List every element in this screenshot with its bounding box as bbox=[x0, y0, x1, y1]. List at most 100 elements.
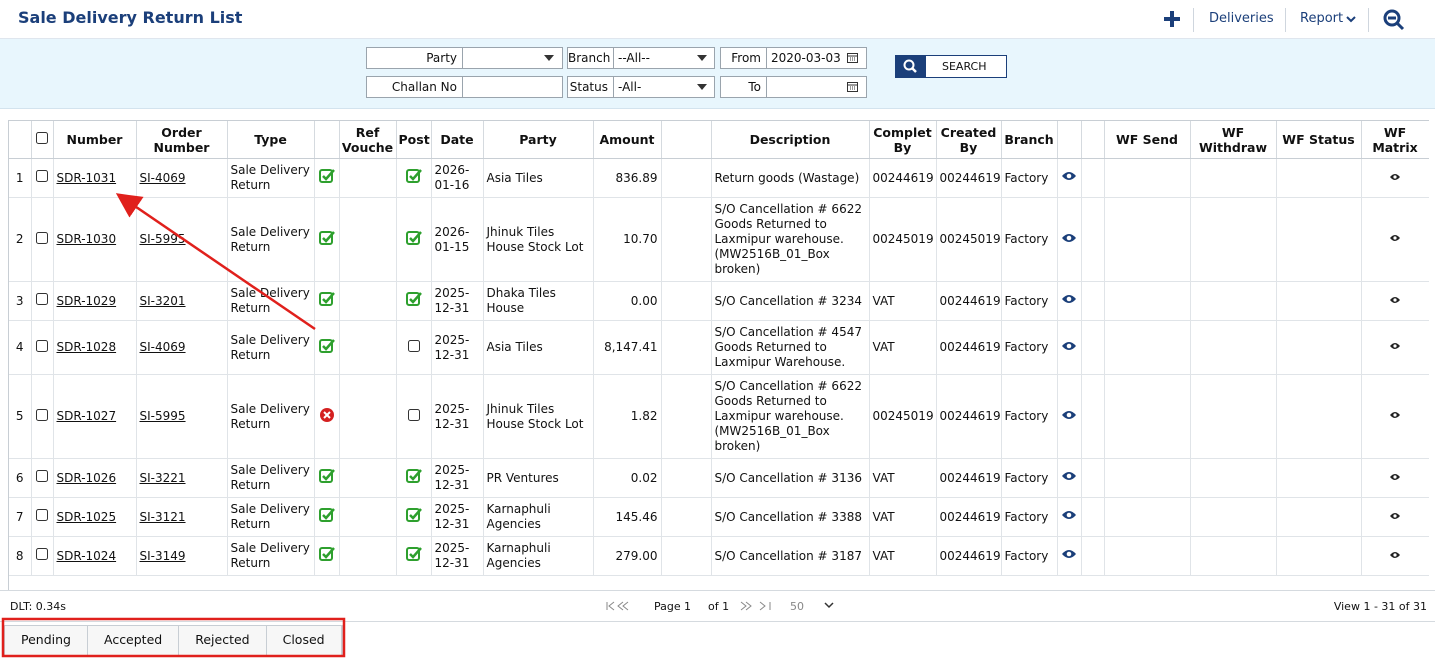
record-link[interactable]: SDR-1027 bbox=[57, 409, 117, 423]
page-input[interactable]: 1 bbox=[684, 600, 691, 613]
data-table: Number Order Number Type Ref Vouche Post… bbox=[9, 121, 1429, 576]
type-cell: Sale Delivery Return bbox=[227, 537, 314, 576]
matrix-icon[interactable] bbox=[1389, 472, 1401, 482]
header-cell[interactable]: WF Matrix bbox=[1361, 121, 1429, 159]
deliveries-link[interactable]: Deliveries bbox=[1209, 11, 1274, 26]
type-cell: Sale Delivery Return bbox=[227, 375, 314, 459]
header-cell[interactable]: Date bbox=[431, 121, 483, 159]
record-link[interactable]: SDR-1025 bbox=[57, 510, 117, 524]
header-cell[interactable]: WF Status bbox=[1276, 121, 1361, 159]
ui-part bbox=[1393, 175, 1396, 178]
zoom-out-button[interactable] bbox=[1383, 9, 1405, 31]
status-tab[interactable]: Rejected bbox=[179, 626, 266, 655]
calendar-icon[interactable] bbox=[847, 81, 858, 92]
header-cell[interactable]: Order Number bbox=[136, 121, 227, 159]
cell bbox=[1057, 537, 1081, 576]
checkbox[interactable] bbox=[36, 232, 48, 244]
status-tab[interactable]: Pending bbox=[5, 626, 88, 655]
checkbox[interactable] bbox=[408, 340, 420, 352]
cell bbox=[1081, 498, 1104, 537]
record-link[interactable]: SDR-1029 bbox=[57, 294, 117, 308]
ui-part bbox=[1067, 513, 1072, 518]
cell bbox=[1190, 159, 1276, 198]
status-tab[interactable]: Closed bbox=[267, 626, 342, 655]
header-cell[interactable]: Created By bbox=[936, 121, 1001, 159]
view-icon[interactable] bbox=[1061, 548, 1077, 560]
header-cell[interactable]: Branch bbox=[1001, 121, 1057, 159]
amount-cell: 145.46 bbox=[593, 498, 661, 537]
checkbox[interactable] bbox=[36, 409, 48, 421]
record-link[interactable]: SDR-1030 bbox=[57, 232, 117, 246]
add-button[interactable] bbox=[1163, 10, 1181, 28]
status-tab[interactable]: Accepted bbox=[88, 626, 179, 655]
checkbox[interactable] bbox=[36, 340, 48, 352]
header-cell[interactable]: Complet By bbox=[869, 121, 936, 159]
report-menu[interactable]: Report bbox=[1300, 11, 1343, 26]
header-cell[interactable]: Amount bbox=[593, 121, 661, 159]
search-button[interactable]: SEARCH bbox=[895, 55, 1007, 78]
calendar-icon[interactable] bbox=[847, 52, 858, 63]
view-icon[interactable] bbox=[1061, 409, 1077, 421]
description-cell: S/O Cancellation # 6622 Goods Returned t… bbox=[711, 198, 869, 282]
checkbox[interactable] bbox=[36, 170, 48, 182]
view-icon[interactable] bbox=[1061, 232, 1077, 244]
record-link[interactable]: SDR-1024 bbox=[57, 549, 117, 563]
view-icon[interactable] bbox=[1061, 470, 1077, 482]
cell bbox=[314, 198, 339, 282]
checkbox[interactable] bbox=[36, 548, 48, 560]
matrix-icon[interactable] bbox=[1389, 341, 1401, 351]
checkbox[interactable] bbox=[36, 470, 48, 482]
checkbox[interactable] bbox=[36, 293, 48, 305]
cell bbox=[31, 321, 53, 375]
matrix-icon[interactable] bbox=[1389, 172, 1401, 182]
record-link[interactable]: SDR-1028 bbox=[57, 340, 117, 354]
cell bbox=[1361, 282, 1429, 321]
page-size[interactable]: 50 bbox=[790, 600, 804, 613]
header-cell[interactable]: Post bbox=[396, 121, 431, 159]
cell bbox=[1081, 321, 1104, 375]
cell bbox=[396, 198, 431, 282]
ui-part bbox=[825, 603, 833, 607]
order-link[interactable]: SI-3221 bbox=[140, 471, 186, 485]
header-cell[interactable]: Party bbox=[483, 121, 593, 159]
check-icon bbox=[319, 338, 335, 354]
order-link[interactable]: SI-3121 bbox=[140, 510, 186, 524]
cell bbox=[31, 198, 53, 282]
challan-input[interactable] bbox=[462, 76, 563, 98]
checkbox[interactable] bbox=[408, 409, 420, 421]
checkbox[interactable] bbox=[36, 132, 48, 144]
header-cell[interactable]: WF Send bbox=[1104, 121, 1190, 159]
filter-label: Party bbox=[366, 47, 463, 69]
header-cell[interactable]: Number bbox=[53, 121, 136, 159]
view-icon[interactable] bbox=[1061, 293, 1077, 305]
view-icon[interactable] bbox=[1061, 170, 1077, 182]
header-cell[interactable]: Description bbox=[711, 121, 869, 159]
header-cell[interactable]: WF Withdraw bbox=[1190, 121, 1276, 159]
header-cell[interactable]: Type bbox=[227, 121, 314, 159]
matrix-icon[interactable] bbox=[1389, 410, 1401, 420]
order-link[interactable]: SI-5995 bbox=[140, 232, 186, 246]
order-link[interactable]: SI-3201 bbox=[140, 294, 186, 308]
record-link[interactable]: SDR-1031 bbox=[57, 171, 117, 185]
cell bbox=[1104, 198, 1190, 282]
description-cell: S/O Cancellation # 3234 bbox=[711, 282, 869, 321]
date-cell: 2026-01-16 bbox=[431, 159, 483, 198]
header-cell[interactable]: Ref Vouche bbox=[339, 121, 396, 159]
view-icon[interactable] bbox=[1061, 340, 1077, 352]
order-link[interactable]: SI-4069 bbox=[140, 340, 186, 354]
order-link[interactable]: SI-4069 bbox=[140, 171, 186, 185]
checkbox[interactable] bbox=[36, 509, 48, 521]
filter-label: Status bbox=[567, 76, 614, 98]
matrix-icon[interactable] bbox=[1389, 550, 1401, 560]
matrix-icon[interactable] bbox=[1389, 511, 1401, 521]
matrix-icon[interactable] bbox=[1389, 233, 1401, 243]
view-icon[interactable] bbox=[1061, 509, 1077, 521]
order-link[interactable]: SI-3149 bbox=[140, 549, 186, 563]
matrix-icon[interactable] bbox=[1389, 295, 1401, 305]
order-link[interactable]: SI-5995 bbox=[140, 409, 186, 423]
cell bbox=[31, 459, 53, 498]
cell: SDR-1025 bbox=[53, 498, 136, 537]
pager-first-prev[interactable] bbox=[606, 601, 646, 611]
pager-next-last[interactable] bbox=[740, 601, 780, 611]
record-link[interactable]: SDR-1026 bbox=[57, 471, 117, 485]
